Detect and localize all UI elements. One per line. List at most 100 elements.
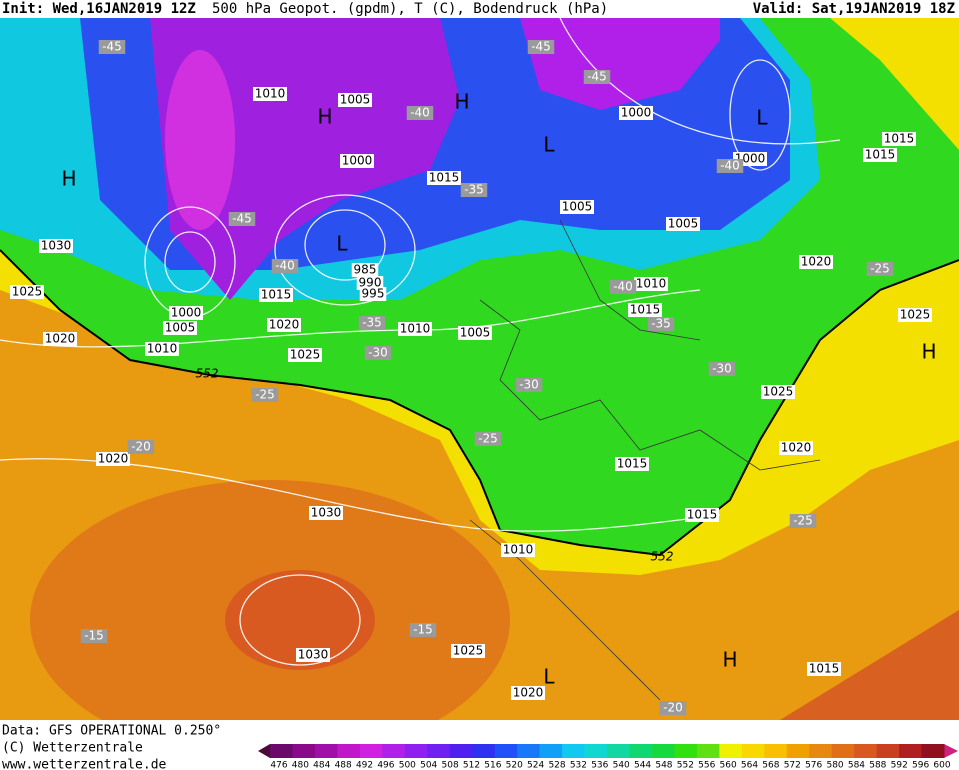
temperature-label-box [474, 432, 502, 446]
pressure-label: 1015 [617, 457, 648, 471]
pressure-label-box [296, 648, 330, 662]
temperature-label: -40 [275, 259, 295, 273]
legend-swatch [404, 744, 428, 758]
pressure-label: 1025 [12, 285, 43, 299]
legend-swatch [674, 744, 698, 758]
pressure-label: 1025 [900, 308, 931, 322]
legend-end [258, 744, 270, 758]
legend-tick-label: 528 [548, 761, 565, 770]
pressure-label-box [779, 441, 813, 455]
legend-swatch [651, 744, 675, 758]
legend-tick-label: 560 [720, 761, 737, 770]
temperature-label-box [866, 262, 894, 276]
pressure-label-box [560, 200, 594, 214]
pressure-center: L [543, 665, 555, 689]
pressure-label-box [259, 288, 293, 302]
legend-tick-label: 504 [420, 761, 437, 770]
temperature-label-box [460, 183, 488, 197]
legend-swatch [607, 744, 630, 758]
pressure-label-box [799, 255, 833, 269]
pressure-label: 990 [359, 276, 382, 290]
temperature-label-box [406, 106, 434, 120]
legend-tick-label: 588 [869, 761, 886, 770]
pressure-center: L [756, 106, 768, 130]
pressure-label-box [43, 332, 77, 346]
legend-tick-label: 584 [848, 761, 865, 770]
pressure-label-box [267, 318, 301, 332]
temperature-label: -40 [613, 280, 633, 294]
pressure-label: 1025 [290, 348, 321, 362]
legend-tick-label: 508 [442, 761, 459, 770]
pressure-center: H [61, 167, 76, 191]
pressure-center: H [921, 340, 936, 364]
temperature-label-box [364, 346, 392, 360]
temperature-label-box [515, 378, 543, 392]
legend-swatch [719, 744, 743, 758]
pressure-label-box [359, 287, 387, 301]
temperature-label-box [251, 388, 279, 402]
temperature-label: -35 [362, 316, 382, 330]
temperature-label-box [708, 362, 736, 376]
legend-tick-label: 540 [613, 761, 630, 770]
pressure-label-box [253, 87, 287, 101]
legend-swatch [539, 744, 563, 758]
temperature-label: -15 [84, 629, 104, 643]
legend-swatch [876, 744, 900, 758]
legend-swatch [809, 744, 833, 758]
pressure-label: 1005 [340, 93, 371, 107]
pressure-label-box [169, 306, 203, 320]
map-background [0, 17, 959, 760]
legend-swatch [562, 744, 586, 758]
pressure-label: 1010 [400, 322, 431, 336]
legend-swatch [494, 744, 518, 758]
legend-tick-label: 596 [912, 761, 929, 770]
pressure-label-box [145, 342, 179, 356]
legend-tick-label: 532 [570, 761, 587, 770]
pressure-center: L [336, 232, 348, 256]
temperature-label-box [409, 623, 437, 637]
pressure-label: 1000 [342, 154, 373, 168]
pressure-label: 1015 [865, 148, 896, 162]
pressure-label-box [163, 321, 197, 335]
legend-swatch [517, 744, 541, 758]
legend-swatch [696, 744, 720, 758]
pressure-label: 1030 [311, 506, 342, 520]
pressure-label: 1005 [460, 326, 491, 340]
pressure-label-box [338, 93, 372, 107]
pressure-label: 1020 [781, 441, 812, 455]
pressure-label-box [511, 686, 545, 700]
pressure-label: 1010 [255, 87, 286, 101]
temperature-label-box [609, 280, 637, 294]
legend-swatch [899, 744, 923, 758]
pressure-label: 1015 [809, 662, 840, 676]
legend-swatch [786, 744, 810, 758]
legend-tick-label: 552 [677, 761, 694, 770]
temperature-label-box [228, 212, 256, 226]
temperature-label-box [358, 316, 386, 330]
temperature-label: -40 [410, 106, 430, 120]
legend-tick-label: 556 [698, 761, 715, 770]
legend-swatch [854, 744, 878, 758]
temperature-label-box [80, 629, 108, 643]
pressure-label-box [807, 662, 841, 676]
legend-tick-label: 512 [463, 761, 480, 770]
legend-swatch [449, 744, 473, 758]
temperature-label: -20 [663, 701, 683, 715]
legend-tick-label: 580 [826, 761, 843, 770]
map-title: 500 hPa Geopot. (gpdm), T (C), Bodendruc… [212, 1, 608, 17]
pressure-label: 1005 [668, 217, 699, 231]
pressure-label: 1020 [45, 332, 76, 346]
legend-swatch [314, 744, 338, 758]
pressure-label: 1010 [503, 543, 534, 557]
legend-swatch [921, 744, 945, 758]
temperature-label-box [789, 514, 817, 528]
temperature-label: -45 [587, 70, 607, 84]
temperature-label-box [527, 40, 555, 54]
pressure-label-box [761, 385, 795, 399]
legend-tick-label: 600 [933, 761, 950, 770]
temperature-label: -35 [464, 183, 484, 197]
pressure-label-box [634, 277, 668, 291]
legend-tick-label: 548 [655, 761, 672, 770]
legend-swatch [472, 744, 496, 758]
